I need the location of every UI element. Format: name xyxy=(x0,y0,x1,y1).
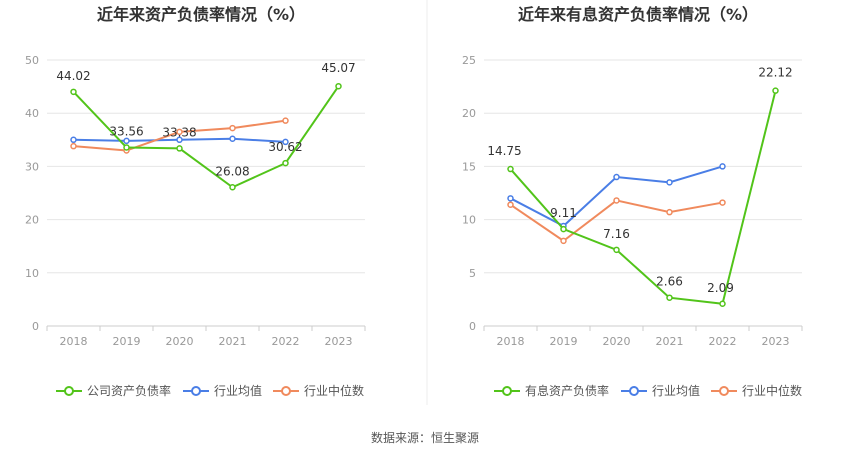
x-tick-label: 2019 xyxy=(550,335,578,348)
legend-label: 行业均值 xyxy=(652,383,700,398)
legend-item-2[interactable]: 行业中位数 xyxy=(711,383,802,398)
legend-marker xyxy=(502,386,512,396)
data-label: 2.09 xyxy=(707,281,734,295)
data-label: 26.08 xyxy=(215,164,249,178)
data-label: 22.12 xyxy=(758,66,792,80)
y-tick-label: 20 xyxy=(25,214,39,227)
series-point-1[interactable] xyxy=(666,179,673,186)
y-tick-label: 5 xyxy=(469,267,476,280)
y-tick-label: 10 xyxy=(25,267,39,280)
y-tick-label: 40 xyxy=(25,107,39,120)
y-tick-label: 50 xyxy=(25,54,39,67)
chart-title: 近年来资产负债率情况（%） xyxy=(97,5,305,24)
series-point-0[interactable] xyxy=(176,145,183,152)
series-point-0[interactable] xyxy=(70,88,77,96)
series-point-1[interactable] xyxy=(282,138,289,146)
legend-marker xyxy=(719,386,729,396)
legend-label: 行业中位数 xyxy=(742,383,802,398)
series-point-0[interactable] xyxy=(772,87,779,94)
legend-item-1[interactable]: 行业均值 xyxy=(183,383,262,398)
series-point-2[interactable] xyxy=(613,197,620,204)
y-tick-label: 25 xyxy=(462,54,476,67)
legend-label: 公司资产负债率 xyxy=(87,383,171,398)
x-tick-label: 2019 xyxy=(113,335,141,348)
series-point-2[interactable] xyxy=(560,237,567,245)
x-tick-label: 2021 xyxy=(656,335,684,348)
data-label: 30.62 xyxy=(268,140,302,154)
data-label: 33.56 xyxy=(109,124,143,138)
series-point-0[interactable] xyxy=(229,184,236,191)
legend-marker xyxy=(629,386,639,396)
y-tick-label: 20 xyxy=(462,107,476,120)
data-label: 7.16 xyxy=(603,227,630,241)
legend-label: 行业均值 xyxy=(214,383,262,398)
legend-item-2[interactable]: 行业中位数 xyxy=(273,383,364,398)
interest-debt-ratio-chart: 近年来有息资产负债率情况（%） 0 5 10 15 20 25 2018 2019 2020 202… xyxy=(462,5,803,398)
y-tick-label: 0 xyxy=(469,320,476,333)
legend-marker xyxy=(191,386,201,396)
x-tick-label: 2023 xyxy=(762,335,790,348)
series-point-0[interactable] xyxy=(335,82,342,90)
source-note: 数据来源：恒生聚源 xyxy=(371,430,479,445)
series-point-2[interactable] xyxy=(507,201,514,208)
legend-marker xyxy=(64,386,74,396)
y-tick-label: 0 xyxy=(32,320,39,333)
series-point-1[interactable] xyxy=(176,136,183,144)
series-line-0 xyxy=(72,85,340,189)
data-label: 44.02 xyxy=(56,69,90,83)
data-label: 45.07 xyxy=(321,61,355,75)
data-label: 14.75 xyxy=(487,144,521,158)
y-tick-label: 15 xyxy=(462,160,476,173)
series-point-2[interactable] xyxy=(282,117,289,124)
series-point-1[interactable] xyxy=(123,137,130,145)
series-point-2[interactable] xyxy=(70,142,77,150)
series-point-0[interactable] xyxy=(282,159,289,167)
data-label: 2.66 xyxy=(656,275,683,289)
data-label: 33.38 xyxy=(162,125,196,139)
chart-title: 近年来有息资产负债率情况（%） xyxy=(518,5,758,24)
x-tick-label: 2022 xyxy=(272,335,300,348)
legend-label: 有息资产负债率 xyxy=(525,383,609,398)
series-point-2[interactable] xyxy=(176,128,183,136)
series-point-2[interactable] xyxy=(666,208,673,216)
series-point-0[interactable] xyxy=(123,144,130,151)
legend-label: 行业中位数 xyxy=(304,383,364,398)
x-tick-label: 2018 xyxy=(497,335,525,348)
series-point-2[interactable] xyxy=(229,124,236,132)
legend-marker xyxy=(281,386,291,396)
series-point-0[interactable] xyxy=(560,225,567,233)
series-point-0[interactable] xyxy=(666,294,673,301)
series-point-2[interactable] xyxy=(719,199,726,206)
x-tick-label: 2018 xyxy=(60,335,88,348)
y-tick-label: 30 xyxy=(25,160,39,173)
legend-item-0[interactable]: 有息资产负债率 xyxy=(494,383,609,398)
x-tick-label: 2021 xyxy=(219,335,247,348)
series-point-0[interactable] xyxy=(719,300,726,308)
series-point-1[interactable] xyxy=(719,163,726,170)
legend-item-1[interactable]: 行业均值 xyxy=(621,383,700,398)
series-line-0 xyxy=(509,90,777,305)
x-tick-label: 2022 xyxy=(709,335,737,348)
series-point-0[interactable] xyxy=(507,165,514,173)
series-point-1[interactable] xyxy=(613,173,620,181)
series-point-1[interactable] xyxy=(507,195,514,202)
y-tick-label: 10 xyxy=(462,214,476,227)
x-tick-label: 2020 xyxy=(603,335,631,348)
x-tick-label: 2023 xyxy=(325,335,353,348)
series-point-1[interactable] xyxy=(70,136,77,144)
series-point-1[interactable] xyxy=(229,135,236,142)
legend-item-0[interactable]: 公司资产负债率 xyxy=(56,383,171,398)
series-point-0[interactable] xyxy=(613,246,620,254)
debt-ratio-chart: 近年来资产负债率情况（%） 0 10 20 30 40 50 2018 2019 2020 2021… xyxy=(25,5,366,398)
data-label: 9.11 xyxy=(550,206,577,220)
x-tick-label: 2020 xyxy=(166,335,194,348)
